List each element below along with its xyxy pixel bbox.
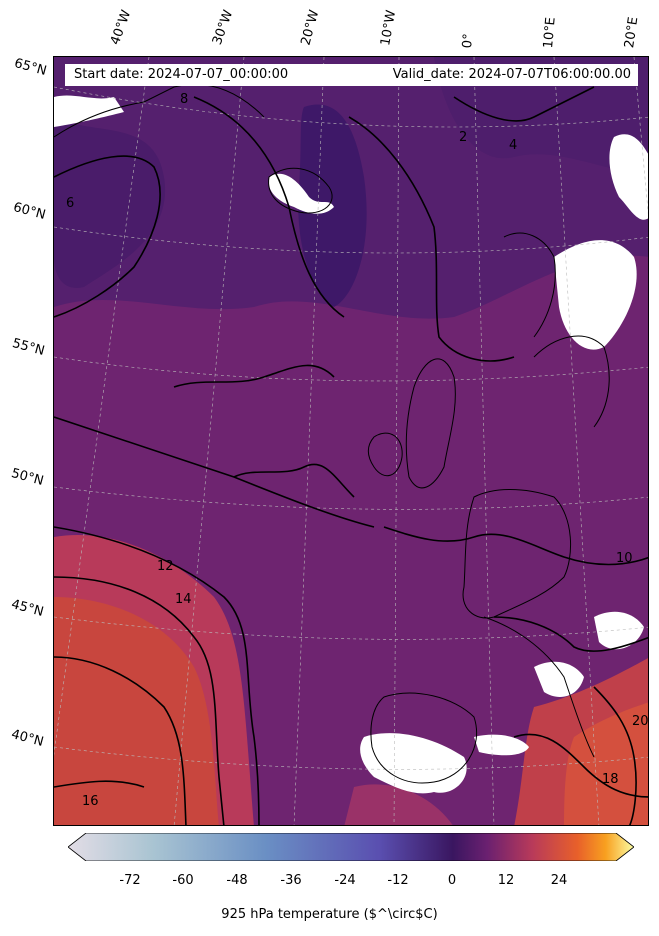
colorbar-label: 925 hPa temperature ($^\circ$C) (221, 907, 438, 922)
contour-label-4: 4 (509, 138, 517, 153)
contour-label-14: 14 (175, 592, 192, 607)
cold-region-north (434, 57, 648, 177)
lat-label-55n: 55°N (10, 336, 47, 359)
colorbar-tick: -60 (172, 873, 194, 888)
lat-label-40n: 40°N (9, 727, 46, 750)
contour-label-18: 18 (602, 772, 619, 787)
contour-label-12: 12 (157, 559, 174, 574)
mild-region-south (344, 784, 453, 825)
temperature-map: 2 4 6 8 10 12 14 16 18 20 (54, 57, 649, 825)
colorbar-tick: -72 (119, 873, 141, 888)
contour-label-16: 16 (82, 794, 99, 809)
temperature-contours (54, 86, 648, 825)
cold-region-west (54, 117, 166, 288)
contour-label-20: 20 (632, 714, 649, 729)
lon-label-40w: 40°W (107, 8, 135, 47)
missing-data-scandinavia-north (609, 134, 648, 220)
lat-label-50n: 50°N (9, 466, 46, 489)
date-header: Start date: 2024-07-07_00:00:00 Valid_da… (65, 64, 638, 86)
missing-data-scandinavia (554, 240, 637, 350)
colorbar-tick: -24 (334, 873, 356, 888)
missing-data-balkans (594, 611, 644, 650)
hot-region-southwest (54, 597, 219, 825)
colorbar-tick: -12 (387, 873, 409, 888)
graticule (54, 57, 648, 825)
missing-data-iceland (268, 173, 334, 214)
contour-label-6: 6 (66, 196, 74, 211)
lon-label-20w: 20°W (298, 8, 323, 47)
contour-label-10: 10 (616, 551, 633, 566)
missing-data-greenland (54, 95, 124, 127)
colorbar-tick: 0 (447, 873, 457, 888)
lon-label-30w: 30°W (209, 8, 237, 47)
lon-label-10e: 10°E (541, 16, 559, 50)
coastlines (54, 83, 610, 784)
lat-label-65n: 65°N (12, 56, 49, 79)
lat-label-45n: 45°N (9, 597, 46, 620)
map-panel[interactable]: 2 4 6 8 10 12 14 16 18 20 Start date: 20… (53, 56, 649, 826)
contour-label-8: 8 (180, 92, 188, 107)
contour-labels: 2 4 6 8 10 12 14 16 18 20 (66, 92, 649, 809)
missing-data-iberia (360, 733, 467, 794)
colorbar-tick: 24 (550, 873, 568, 888)
colorbar-tick: -48 (226, 873, 248, 888)
colorbar-tick: -36 (280, 873, 302, 888)
lon-label-20e: 20°E (622, 15, 642, 49)
colorbar-bar (68, 833, 634, 861)
missing-data-north-africa (474, 734, 529, 756)
lon-label-10w: 10°W (378, 9, 400, 48)
missing-data-alps (534, 661, 584, 697)
valid-date-text: Valid_date: 2024-07-07T06:00:00.00 (392, 67, 631, 82)
lon-label-0: 0° (460, 32, 477, 49)
contour-label-2: 2 (459, 130, 467, 145)
colorbar (68, 833, 634, 861)
colorbar-tick: 12 (497, 873, 515, 888)
lat-label-60n: 60°N (11, 200, 48, 223)
start-date-text: Start date: 2024-07-07_00:00:00 (74, 67, 289, 82)
